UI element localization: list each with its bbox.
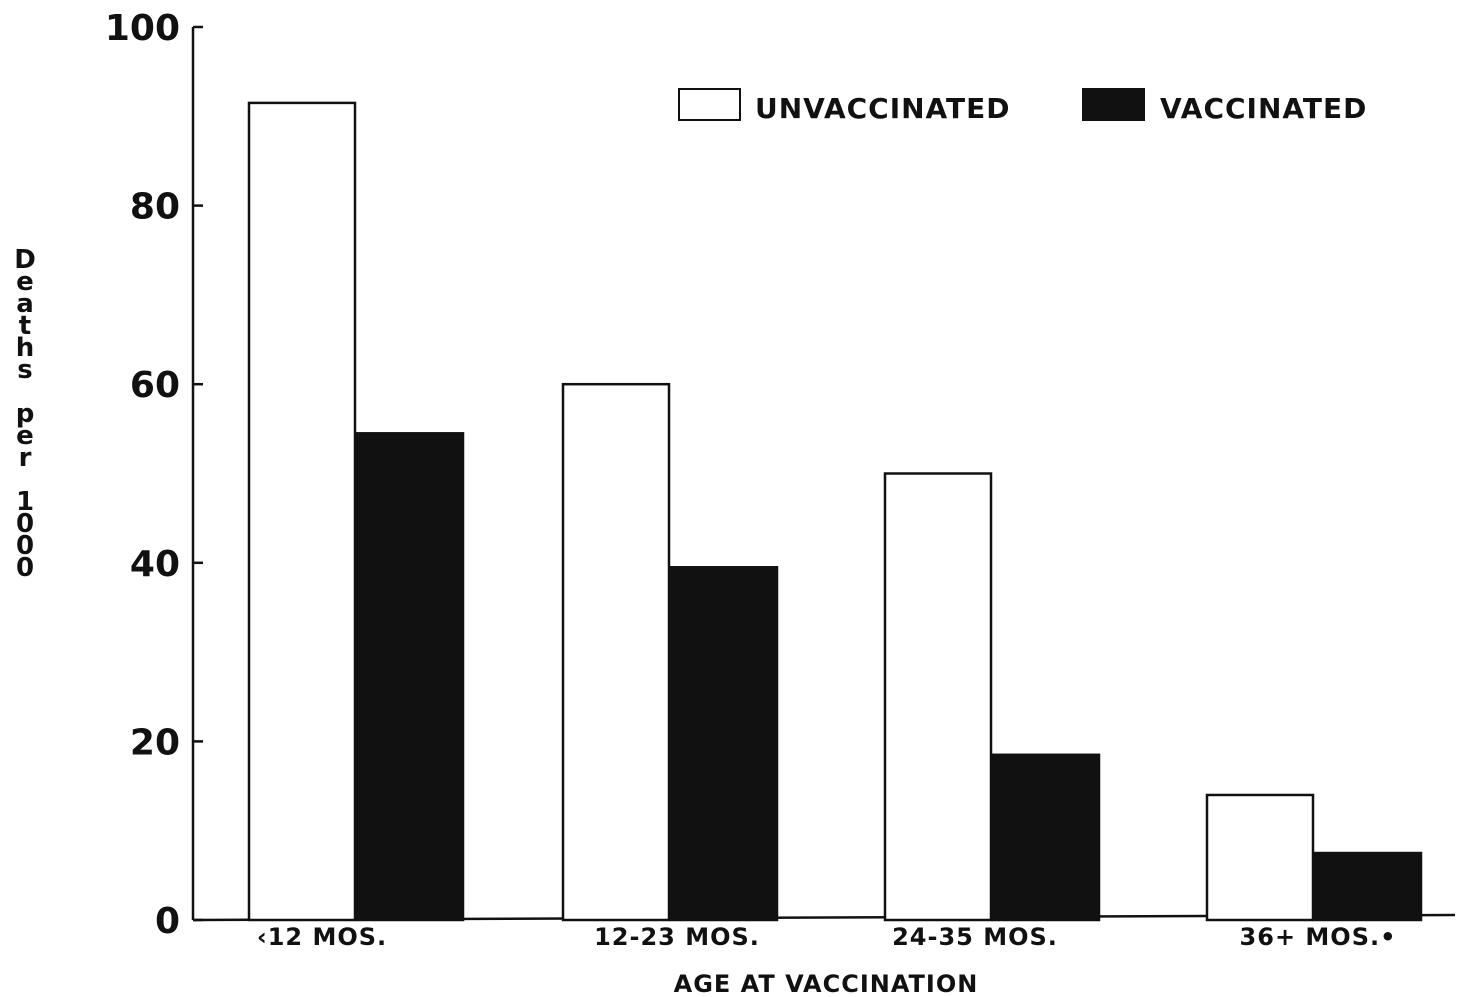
y-axis-title-char: D: [14, 245, 36, 275]
y-tick-label: 60: [130, 365, 180, 406]
legend: UNVACCINATED VACCINATED: [678, 88, 1367, 125]
y-axis-title-char: 1: [16, 487, 34, 517]
x-tick-label: 24-35 MOS.: [892, 923, 1058, 951]
bars: [247, 101, 1423, 922]
y-axis-title-char: h: [16, 333, 35, 363]
bar-vaccinated: [1313, 851, 1423, 922]
y-axis: 0 20 40 60 80 100: [105, 8, 203, 942]
bar-unvaccinated: [247, 101, 357, 922]
y-axis-title-char: p: [16, 399, 35, 429]
category-labels: ‹12 MOS. 12-23 MOS. 24-35 MOS. 36+ MOS.•: [257, 923, 1397, 951]
y-tick-label: 0: [155, 901, 180, 942]
y-axis-title-char: 0: [16, 509, 34, 539]
legend-swatch: [1082, 88, 1145, 121]
y-axis-title-char: r: [19, 443, 32, 473]
legend-swatch: [678, 88, 741, 121]
bar-vaccinated: [355, 432, 465, 922]
y-axis-title-char: t: [19, 311, 31, 341]
y-axis-title-char: a: [16, 289, 34, 319]
y-axis-title-char: 0: [16, 553, 34, 583]
bar-vaccinated: [991, 753, 1101, 922]
legend-label: VACCINATED: [1160, 92, 1367, 125]
y-tick-label: 80: [130, 187, 180, 228]
y-axis-title-char: 0: [16, 531, 34, 561]
y-tick-label: 40: [130, 544, 180, 585]
x-tick-label: ‹12 MOS.: [257, 923, 387, 951]
legend-label: UNVACCINATED: [755, 92, 1011, 125]
y-axis-title-char: e: [16, 421, 34, 451]
x-tick-label: 12-23 MOS.: [594, 923, 760, 951]
x-axis-title: AGE AT VACCINATION: [674, 970, 979, 997]
y-axis-title-char: e: [16, 267, 34, 297]
y-tick-label: 20: [130, 722, 180, 763]
y-tick-label: 100: [105, 8, 180, 49]
bar-unvaccinated: [883, 472, 993, 922]
bar-vaccinated: [669, 566, 779, 922]
bar-unvaccinated: [1205, 793, 1315, 922]
bar-unvaccinated: [561, 382, 671, 922]
y-axis-title-char: s: [17, 355, 32, 385]
x-tick-label: 36+ MOS.•: [1240, 923, 1397, 951]
